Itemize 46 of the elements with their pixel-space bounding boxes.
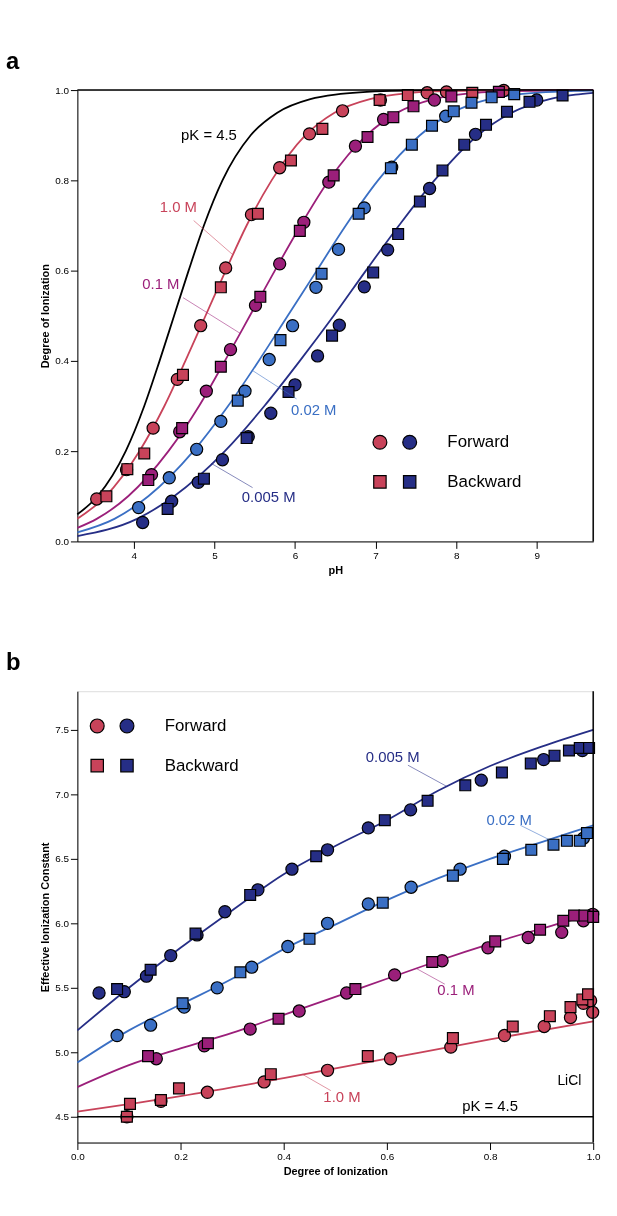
- x-tick-label: 7: [373, 549, 380, 561]
- annotation: pK = 4.5: [181, 127, 237, 144]
- x-tick-label: 5: [212, 549, 219, 561]
- annotation: 0.005 M: [365, 748, 420, 765]
- ref-line-label: pK = 4.5: [462, 1097, 518, 1114]
- y-tick-label: 0.4: [55, 355, 70, 367]
- x-axis-title: Degree of Ionization: [283, 1164, 388, 1177]
- y-tick-label: 6.5: [55, 853, 70, 865]
- annotation: 0.1 M: [437, 982, 475, 999]
- x-tick-label: 4: [131, 549, 138, 561]
- x-tick-label: 0.6: [380, 1150, 395, 1162]
- annotation: 0.005 M: [241, 489, 296, 506]
- annotation: 0.02 M: [486, 811, 532, 828]
- y-tick-label: 4.5: [55, 1111, 70, 1123]
- x-tick-label: 0.0: [70, 1150, 86, 1162]
- x-tick-label: 6: [292, 549, 299, 561]
- legend-label: Forward: [447, 432, 510, 452]
- y-axis-title: Degree of Ionization: [39, 264, 52, 369]
- chart-title: a: [5, 47, 20, 75]
- y-tick-label: 0.0: [55, 535, 70, 547]
- x-tick-label: 0.4: [277, 1150, 292, 1162]
- annotation: 0.02 M: [291, 402, 337, 418]
- chart-title: b: [5, 648, 21, 676]
- x-tick-label: 8: [453, 549, 460, 561]
- y-tick-label: 7.5: [55, 724, 70, 736]
- annotation: 1.0 M: [323, 1088, 361, 1105]
- legend-label: Backward: [164, 755, 239, 775]
- annotation: LiCl: [557, 1072, 582, 1089]
- annotation: 0.1 M: [142, 275, 180, 292]
- y-tick-label: 7.0: [55, 788, 70, 800]
- y-tick-label: 0.6: [55, 265, 70, 277]
- y-axis-title: Effective Ionization Constant: [39, 842, 52, 993]
- x-tick-label: 0.8: [483, 1150, 498, 1162]
- y-tick-label: 0.8: [55, 174, 70, 186]
- annotation: 1.0 M: [159, 199, 197, 216]
- y-tick-label: 0.2: [55, 445, 70, 457]
- y-tick-label: 5.5: [55, 982, 70, 994]
- x-tick-label: 1.0: [586, 1150, 602, 1162]
- legend-label: Backward: [447, 471, 522, 491]
- x-axis-title: pH: [328, 563, 344, 576]
- x-tick-label: 0.2: [174, 1150, 189, 1162]
- y-tick-label: 6.0: [55, 917, 70, 929]
- x-tick-label: 9: [534, 549, 541, 561]
- legend-label: Forward: [164, 715, 227, 735]
- y-tick-label: 1.0: [55, 84, 70, 96]
- y-tick-label: 5.0: [55, 1046, 70, 1058]
